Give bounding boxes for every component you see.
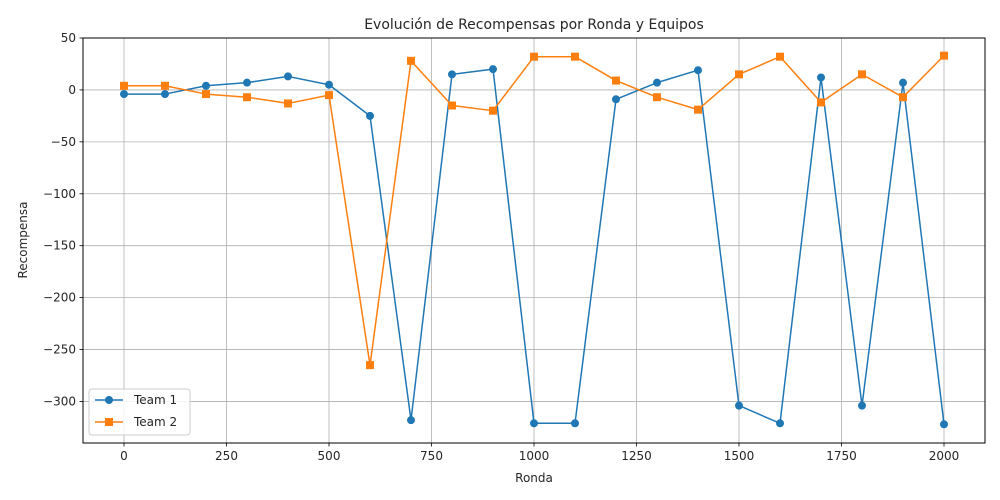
legend-item: Team 2: [95, 415, 177, 429]
series-1-point: [899, 78, 907, 87]
series-1-point: [735, 401, 743, 410]
grid-lines: [83, 37, 985, 443]
series-1-point: [284, 72, 292, 81]
series-2-point: [161, 81, 169, 90]
series-1-point: [448, 70, 456, 79]
y-axis-title: Recompensa: [16, 201, 30, 278]
series-2-point: [243, 93, 251, 102]
y-tick-label: 50: [61, 31, 76, 45]
series-2-point: [530, 52, 538, 61]
series-1-point: [489, 65, 497, 74]
x-tick-label: 0: [120, 449, 128, 463]
y-axis: 50 0 −50 −100 −150 −200 −250 −300: [43, 31, 83, 408]
x-tick-label: 1250: [621, 449, 652, 463]
x-tick-label: 250: [215, 449, 238, 463]
series-1-point: [530, 419, 538, 428]
series-1-point: [202, 81, 210, 90]
x-tick-label: 1500: [724, 449, 755, 463]
series-2-point: [735, 70, 743, 79]
legend-marker: [105, 396, 113, 404]
series-2-point: [858, 70, 866, 79]
series-2-point: [366, 361, 374, 370]
series-1-point: [325, 80, 333, 89]
series-2-point: [325, 91, 333, 100]
legend-marker: [105, 418, 113, 426]
y-tick-label: 0: [68, 83, 76, 97]
series-1-point: [366, 111, 374, 120]
x-axis: 0 250 500 750 1000 1250 1500 1750 2000: [120, 443, 959, 463]
y-tick-label: −50: [51, 135, 76, 149]
chart-title: Evolución de Recompensas por Ronda y Equ…: [364, 17, 704, 33]
series-layer: [120, 51, 948, 429]
series-2-point: [653, 93, 661, 102]
series-2-point: [489, 106, 497, 115]
series-1-point: [571, 419, 579, 428]
series-2-point: [612, 76, 620, 85]
x-tick-label: 1750: [826, 449, 857, 463]
legend: Team 1 Team 2: [88, 388, 191, 436]
series-2-point: [120, 81, 128, 90]
legend-label: Team 1: [133, 393, 177, 407]
y-tick-label: −200: [43, 291, 76, 305]
x-tick-label: 1000: [519, 449, 550, 463]
series-2-point: [776, 52, 784, 61]
x-tick-label: 2000: [929, 449, 960, 463]
series-1-point: [120, 90, 128, 99]
x-tick-label: 500: [318, 449, 341, 463]
series-2-point: [940, 51, 948, 60]
series-2-point: [694, 105, 702, 114]
y-tick-label: −100: [43, 187, 76, 201]
series-1-point: [694, 66, 702, 75]
series-1-point: [858, 401, 866, 410]
series-1-point: [407, 416, 415, 425]
y-tick-label: −300: [43, 394, 76, 408]
series-2-point: [448, 101, 456, 110]
series-2-point: [817, 98, 825, 107]
y-tick-label: −250: [43, 343, 76, 357]
series-2-point: [571, 52, 579, 61]
series-2-point: [202, 90, 210, 99]
series-1-point: [940, 420, 948, 429]
legend-label: Team 2: [133, 415, 177, 429]
series-2-point: [407, 56, 415, 65]
series-2-point: [899, 93, 907, 102]
legend-item: Team 1: [95, 393, 177, 407]
series-1-point: [612, 95, 620, 104]
series-1-point: [817, 73, 825, 82]
series-1: [120, 65, 948, 429]
series-1-point: [243, 78, 251, 87]
y-tick-label: −150: [43, 239, 76, 253]
series-2-point: [284, 99, 292, 108]
series-1-point: [776, 419, 784, 428]
x-tick-label: 750: [420, 449, 443, 463]
series-1-point: [161, 90, 169, 99]
series-1-point: [653, 78, 661, 87]
series-2: [120, 51, 948, 370]
x-axis-title: Ronda: [515, 471, 553, 485]
